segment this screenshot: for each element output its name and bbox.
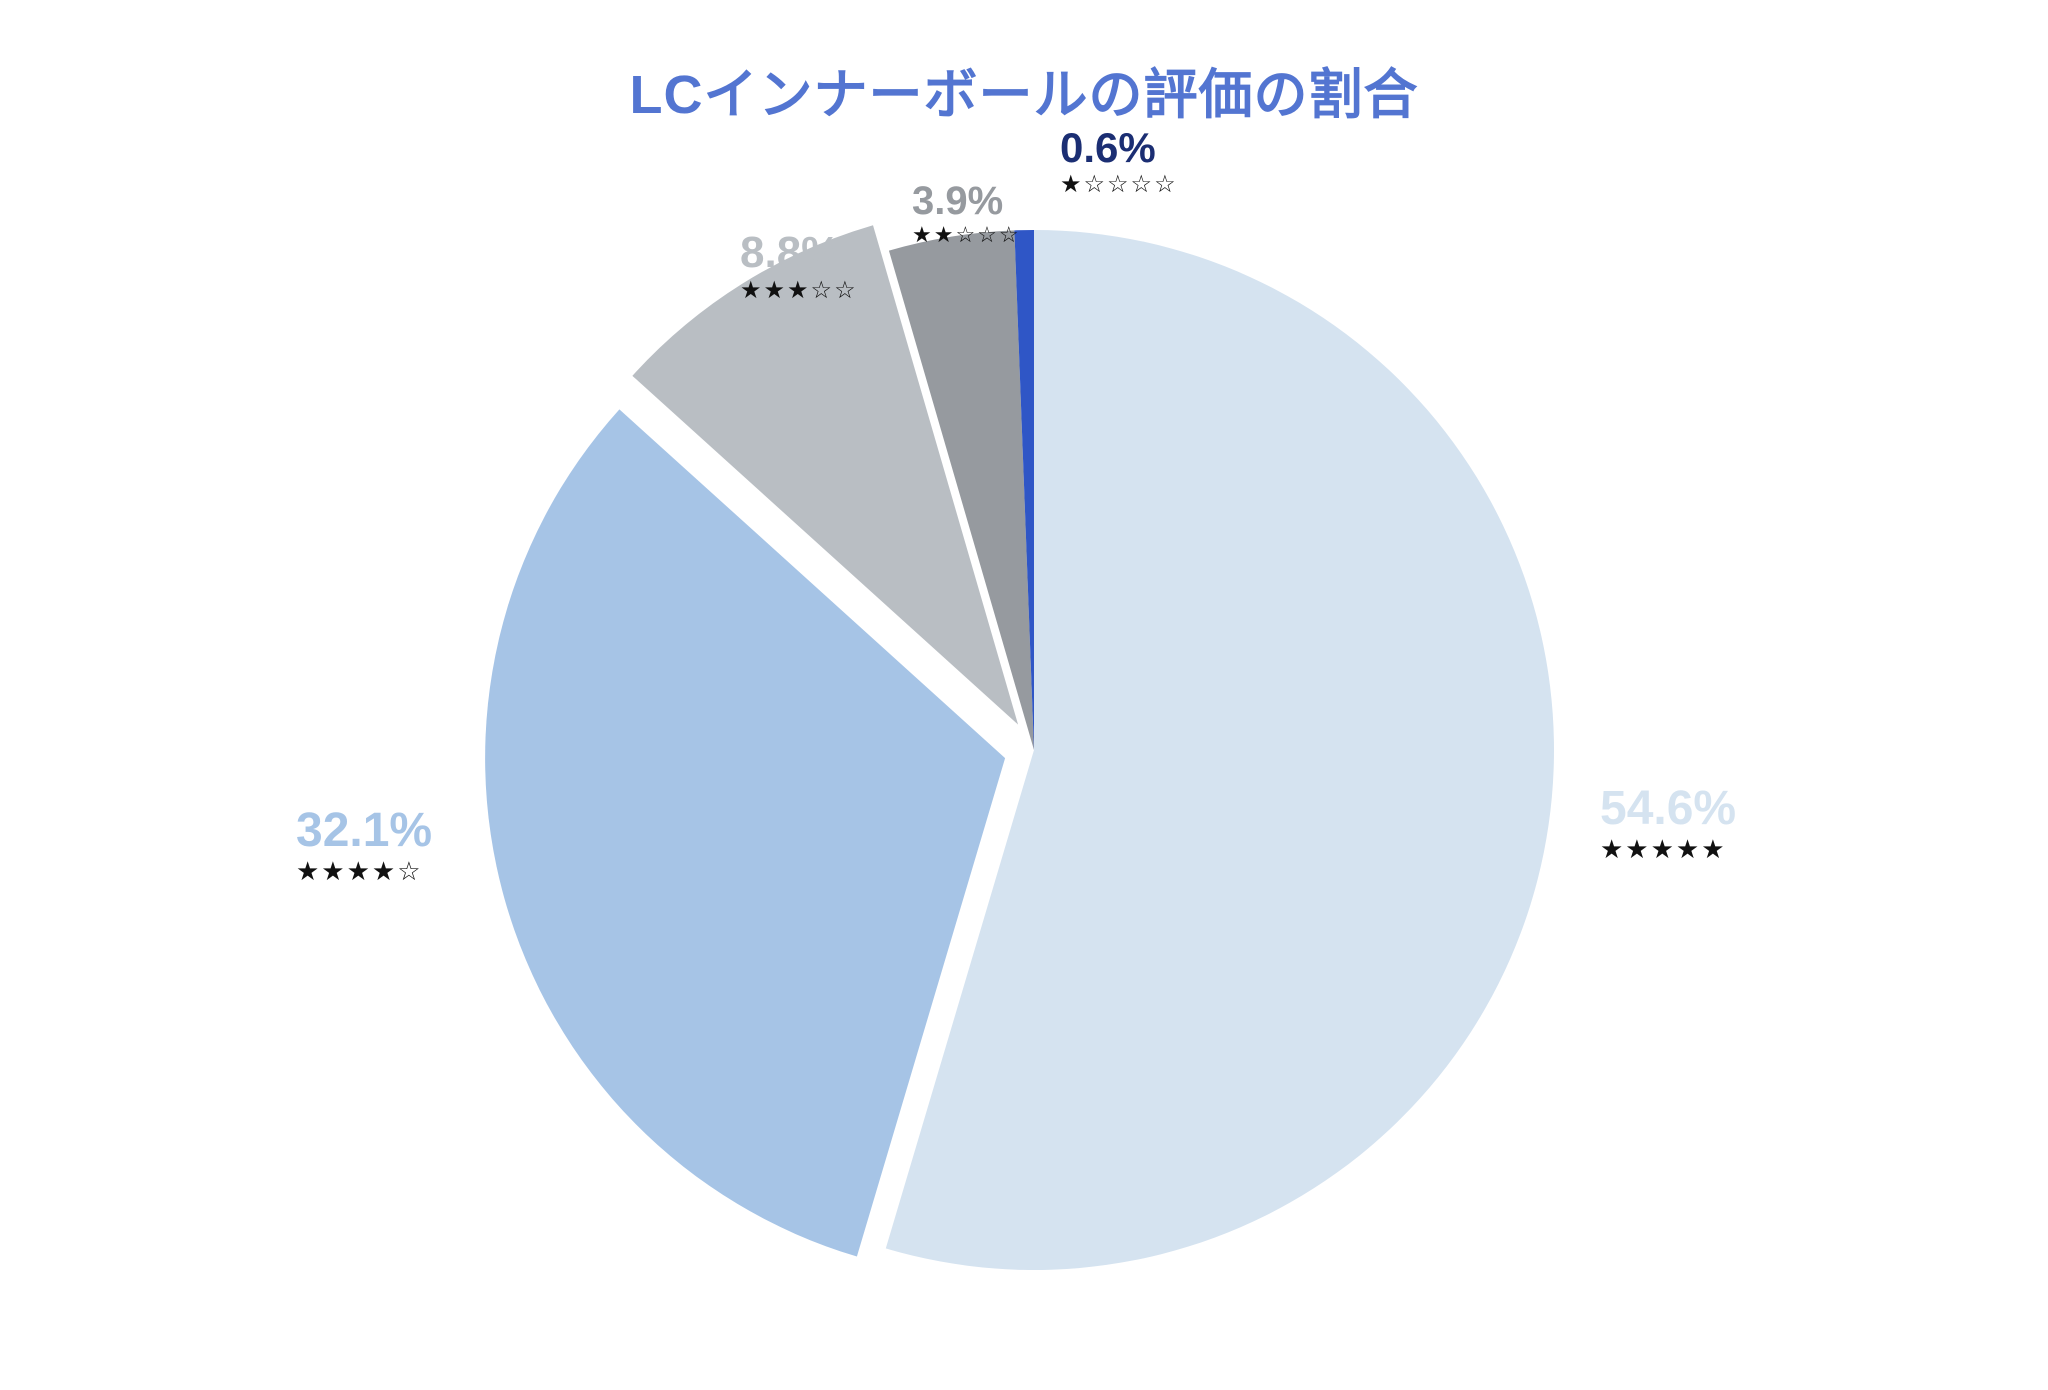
chart-container: LCインナーボールの評価の割合 54.6%★★★★★32.1%★★★★☆8.8%… (0, 0, 2048, 1364)
slice-pct-four: 32.1% (296, 806, 432, 856)
slice-label-two: 3.9%★★☆☆☆ (912, 180, 1021, 248)
slice-stars-four: ★★★★☆ (296, 856, 432, 887)
slice-stars-five: ★★★★★ (1600, 834, 1736, 865)
slice-pct-two: 3.9% (912, 180, 1021, 222)
slice-pct-one: 0.6% (1060, 126, 1178, 170)
slice-label-three: 8.8%★★★☆☆ (740, 230, 858, 305)
pie-chart (394, 110, 1674, 1390)
slice-pct-three: 8.8% (740, 230, 858, 276)
slice-label-four: 32.1%★★★★☆ (296, 806, 432, 887)
slice-pct-five: 54.6% (1600, 784, 1736, 834)
slice-stars-two: ★★☆☆☆ (912, 222, 1021, 248)
slice-stars-one: ★☆☆☆☆ (1060, 170, 1178, 199)
slice-label-five: 54.6%★★★★★ (1600, 784, 1736, 865)
slice-label-one: 0.6%★☆☆☆☆ (1060, 126, 1178, 199)
slice-stars-three: ★★★☆☆ (740, 276, 858, 305)
